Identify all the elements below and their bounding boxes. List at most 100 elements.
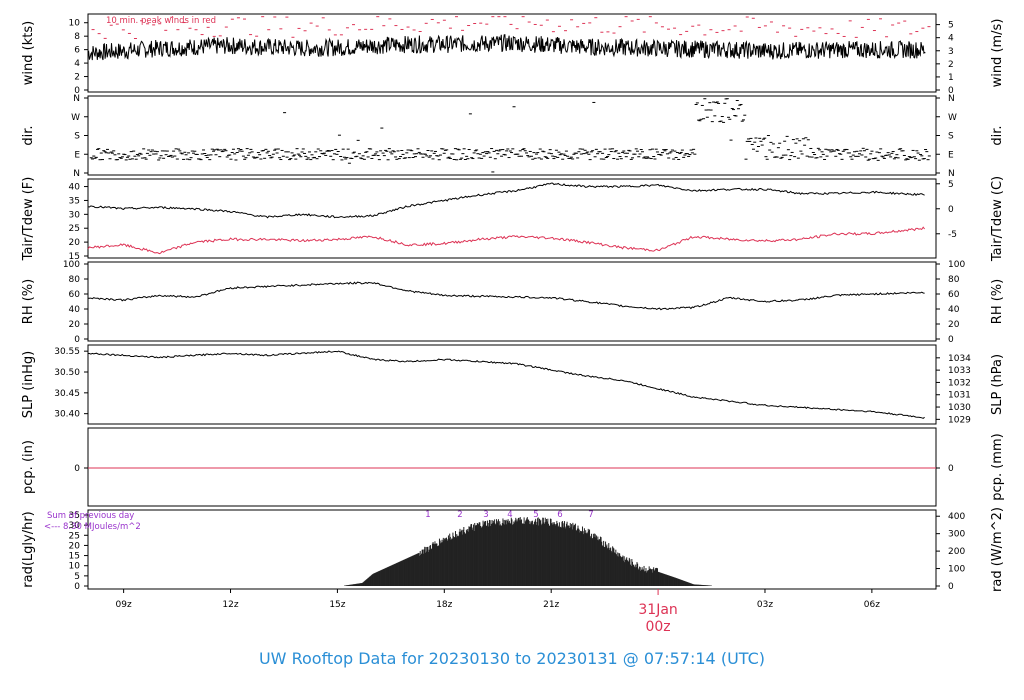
rad-right-tick-label: 300	[948, 530, 965, 540]
rad-left-tick-label: 20	[69, 541, 81, 551]
x-tick-label: 12z	[222, 600, 238, 610]
rh-left-tick-label: 60	[69, 290, 81, 300]
x-tick-label: 21z	[543, 600, 559, 610]
panel-frame-slp	[87, 344, 937, 425]
ylabel-left-rh: RH (%)	[21, 279, 36, 324]
ylabel-right-slp: SLP (hPa)	[990, 354, 1005, 415]
rad-left-tick-label: 5	[74, 572, 80, 582]
wind-annotation: 10 min. peak winds in red	[106, 16, 216, 26]
wind-left-tick-label: 8	[74, 32, 80, 42]
temp-left-tick-label: 15	[69, 252, 80, 262]
x-tick-label: 18z	[436, 600, 452, 610]
dir-left-tick-label: E	[74, 150, 80, 160]
rh-line	[87, 281, 925, 311]
hour-marker: 4	[507, 510, 512, 520]
rad-right-tick-label: 100	[948, 565, 965, 575]
x-tick-label: 15z	[329, 600, 345, 610]
slp-left-tick-label: 30.55	[54, 347, 80, 357]
panel-frame-dir	[87, 95, 937, 176]
x-tick-label: 09z	[116, 600, 132, 610]
rh-right-tick-label: 20	[948, 320, 960, 330]
ylabel-left-wind: wind (kts)	[21, 21, 36, 85]
ylabel-right-pcp: pcp. (mm)	[990, 433, 1005, 500]
rh-right-tick-label: 40	[948, 305, 960, 315]
ylabel-right-dir: dir.	[990, 125, 1005, 145]
wind-right-tick-label: 4	[948, 34, 954, 44]
wind-right-tick-label: 5	[948, 21, 954, 31]
wind-left-tick-label: 10	[69, 19, 81, 29]
rh-right-tick-label: 100	[948, 260, 965, 270]
rad-right-tick-label: 200	[948, 547, 965, 557]
wind-right-tick-label: 0	[948, 86, 954, 96]
dir-right-tick-label: N	[948, 94, 955, 104]
dir-left-tick-label: N	[73, 94, 80, 104]
wind-left-tick-label: 4	[74, 59, 80, 69]
wind-right-tick-label: 3	[948, 47, 954, 57]
pcp-left-tick-label: 0	[74, 464, 80, 474]
ylabel-right-wind: wind (m/s)	[990, 19, 1005, 88]
temp-left-tick-label: 25	[69, 224, 80, 234]
ylabel-right-temp: Tair/Tdew (C)	[990, 176, 1005, 262]
temp-right-tick-label: 5	[948, 180, 954, 190]
panel-frame-rh	[87, 261, 937, 342]
ylabel-left-slp: SLP (inHg)	[21, 351, 36, 419]
date-label: 31Jan	[638, 602, 677, 618]
hour-marker: 1	[425, 510, 430, 520]
ylabel-left-dir: dir.	[21, 125, 36, 145]
rh-left-tick-label: 100	[63, 260, 80, 270]
rh-right-tick-label: 60	[948, 290, 960, 300]
wind-right-tick-label: 2	[948, 60, 954, 70]
rh-left-tick-label: 40	[69, 305, 81, 315]
wind-left-tick-label: 0	[74, 86, 80, 96]
temp-left-tick-label: 40	[69, 183, 81, 193]
ylabel-left-pcp: pcp. (in)	[21, 440, 36, 494]
date-sublabel: 00z	[645, 619, 670, 635]
dir-left-tick-label: S	[74, 132, 80, 142]
dir-left-tick-label: W	[71, 113, 80, 123]
temp-left-tick-label: 20	[69, 238, 81, 248]
wind-right-tick-label: 1	[948, 73, 954, 83]
rh-right-tick-label: 0	[948, 335, 954, 345]
rad-left-tick-label: 25	[69, 531, 80, 541]
dir-right-tick-label: W	[948, 113, 957, 123]
slp-right-tick-label: 1031	[948, 391, 971, 401]
slp-right-tick-label: 1030	[948, 403, 971, 413]
air-temp-line	[87, 182, 925, 219]
hour-marker: 2	[457, 510, 462, 520]
slp-right-tick-label: 1034	[948, 354, 971, 364]
slp-right-tick-label: 1033	[948, 366, 971, 376]
pcp-right-tick-label: 0	[948, 464, 954, 474]
panel-frame-rad	[87, 509, 937, 590]
rh-left-tick-label: 20	[69, 320, 81, 330]
wind-left-tick-label: 2	[74, 73, 80, 83]
dewpoint-line	[87, 226, 925, 255]
rad-note-2: <--- 8.30 MJoules/m^2	[44, 522, 141, 532]
rh-left-tick-label: 0	[74, 335, 80, 345]
hour-marker: 7	[588, 510, 593, 520]
temp-left-tick-label: 35	[69, 196, 80, 206]
rad-left-tick-label: 0	[74, 582, 80, 592]
hour-marker: 3	[483, 510, 488, 520]
rh-right-tick-label: 80	[948, 275, 960, 285]
temp-right-tick-label: -5	[948, 230, 957, 240]
wind-left-tick-label: 6	[74, 46, 80, 56]
rad-left-tick-label: 10	[69, 562, 81, 572]
ylabel-left-rad: rad(Lgly/hr)	[21, 511, 36, 587]
panel-frame-temp	[87, 178, 937, 259]
slp-left-tick-label: 30.40	[54, 410, 80, 420]
ylabel-left-temp: Tair/Tdew (F)	[21, 177, 36, 262]
rad-left-tick-label: 30	[69, 521, 81, 531]
rad-right-tick-label: 400	[948, 512, 965, 522]
slp-right-tick-label: 1029	[948, 415, 971, 425]
slp-left-tick-label: 30.50	[54, 368, 80, 378]
rad-left-tick-label: 35	[69, 511, 80, 521]
hour-marker: 5	[533, 510, 538, 520]
slp-left-tick-label: 30.45	[54, 389, 80, 399]
rad-right-tick-label: 0	[948, 582, 954, 592]
slp-right-tick-label: 1032	[948, 378, 971, 388]
x-tick-label: 03z	[757, 600, 773, 610]
temp-right-tick-label: 0	[948, 205, 954, 215]
dir-right-tick-label: E	[948, 150, 954, 160]
page-title: UW Rooftop Data for 20230130 to 20230131…	[258, 649, 766, 668]
